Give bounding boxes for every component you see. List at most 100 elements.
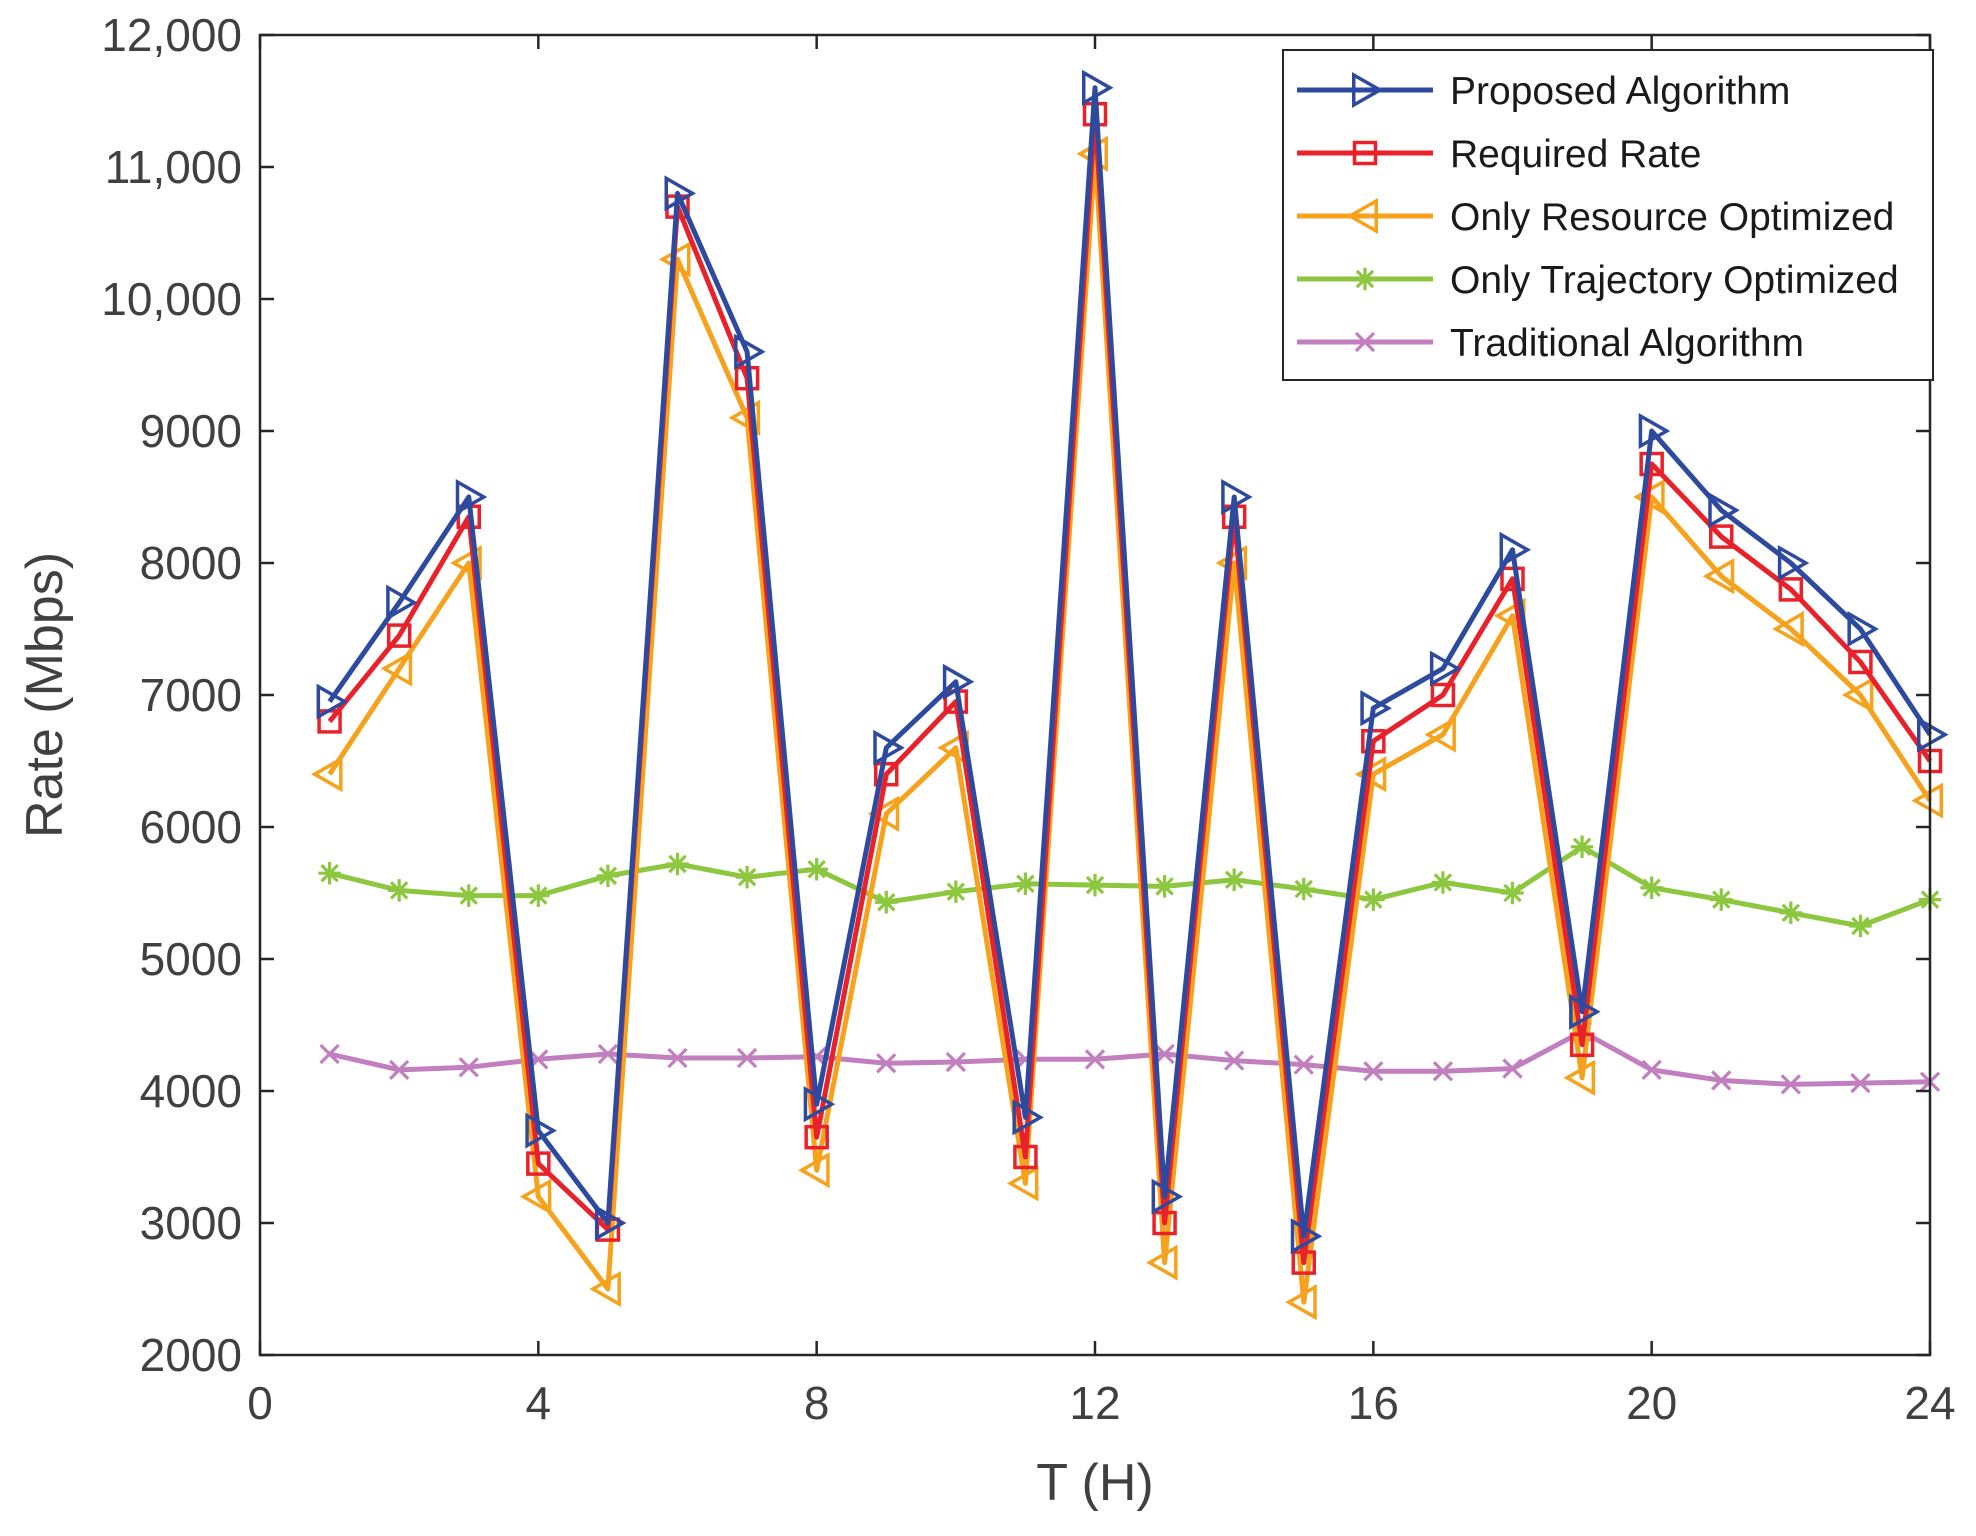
- data-point-proposed-algorithm: [1708, 492, 1740, 529]
- data-point-required-rate: [1013, 1144, 1038, 1170]
- legend-item-proposed-algorithm: Proposed Algorithm: [1297, 70, 1790, 113]
- data-point-proposed-algorithm: [316, 683, 349, 720]
- legend-label-traditional-algorithm: Traditional Algorithm: [1450, 322, 1804, 365]
- data-point-required-rate: [1709, 524, 1734, 549]
- data-point-proposed-algorithm: [873, 729, 905, 766]
- data-point-only-resource-optimized: [867, 795, 900, 832]
- data-point-only-resource-optimized: [589, 1270, 621, 1308]
- legend-item-required-rate: Required Rate: [1297, 133, 1701, 176]
- data-point-proposed-algorithm: [455, 478, 488, 516]
- x-tick-label: 16: [1348, 1377, 1399, 1429]
- data-point-only-trajectory-optimized: [318, 861, 341, 885]
- data-point-proposed-algorithm: [942, 663, 975, 700]
- y-tick-label: 10,000: [101, 273, 242, 325]
- y-tick-label: 9000: [140, 405, 242, 457]
- data-point-traditional-algorithm: [1084, 1049, 1106, 1070]
- data-point-only-resource-optimized: [519, 1178, 552, 1215]
- data-point-only-resource-optimized: [450, 544, 482, 582]
- data-point-only-trajectory-optimized: [1779, 901, 1803, 925]
- series-line-traditional-algorithm: [329, 1029, 1931, 1087]
- data-point-traditional-algorithm: [458, 1057, 479, 1078]
- data-point-only-trajectory-optimized: [1640, 876, 1663, 899]
- data-point-traditional-algorithm: [736, 1047, 758, 1069]
- data-point-only-resource-optimized: [311, 756, 343, 793]
- y-tick-label: 12,000: [101, 9, 242, 61]
- y-tick-label: 11,000: [105, 141, 242, 193]
- data-point-traditional-algorithm: [876, 1053, 897, 1074]
- legend-item-only-resource-optimized: Only Resource Optimized: [1297, 196, 1894, 239]
- data-point-only-resource-optimized: [1702, 558, 1735, 595]
- data-point-traditional-algorithm: [389, 1059, 410, 1081]
- data-point-proposed-algorithm: [1777, 544, 1810, 582]
- data-point-only-trajectory-optimized: [805, 857, 828, 881]
- x-tick-label: 20: [1626, 1377, 1677, 1429]
- legend-marker-only-resource-optimized: [1346, 197, 1378, 235]
- y-tick-label: 2000: [140, 1329, 242, 1381]
- data-point-only-trajectory-optimized: [1362, 888, 1385, 911]
- series-proposed-algorithm: [316, 69, 1949, 1255]
- data-point-only-trajectory-optimized: [1292, 877, 1315, 901]
- data-point-only-trajectory-optimized: [735, 865, 759, 889]
- data-point-only-trajectory-optimized: [1014, 872, 1037, 896]
- data-point-only-trajectory-optimized: [944, 880, 968, 903]
- data-point-required-rate: [1291, 1250, 1316, 1275]
- x-tick-label: 8: [804, 1377, 830, 1429]
- data-point-only-resource-optimized: [1911, 782, 1943, 819]
- data-point-proposed-algorithm: [1847, 610, 1879, 648]
- data-point-only-resource-optimized: [1563, 1059, 1596, 1096]
- y-tick-label: 6000: [140, 801, 242, 853]
- data-point-proposed-algorithm: [594, 1204, 627, 1242]
- data-point-only-resource-optimized: [1841, 676, 1874, 714]
- data-point-required-rate: [526, 1151, 551, 1176]
- data-point-traditional-algorithm: [1154, 1043, 1175, 1065]
- data-point-required-rate: [1569, 1032, 1595, 1058]
- axis-layer: 0 4 8 12 16 20 24 2000 3000 4000 5000 6000 7000 8000 9…: [101, 9, 1955, 1429]
- data-point-required-rate: [1778, 577, 1804, 602]
- data-point-only-trajectory-optimized: [1083, 873, 1107, 897]
- data-point-traditional-algorithm: [597, 1043, 619, 1065]
- data-point-traditional-algorithm: [1432, 1061, 1454, 1082]
- data-point-proposed-algorithm: [1082, 69, 1114, 106]
- data-point-required-rate: [386, 623, 412, 648]
- data-point-traditional-algorithm: [1224, 1050, 1245, 1071]
- x-axis-label: T (H): [1036, 1454, 1153, 1512]
- data-point-only-trajectory-optimized: [1710, 888, 1733, 911]
- data-point-only-trajectory-optimized: [527, 884, 550, 907]
- data-point-proposed-algorithm: [1917, 716, 1949, 753]
- series-layer: [311, 69, 1949, 1321]
- data-point-only-trajectory-optimized: [1431, 871, 1455, 894]
- x-tick-label: 24: [1904, 1377, 1955, 1429]
- data-point-proposed-algorithm: [1151, 1178, 1184, 1215]
- x-tick-label: 4: [526, 1377, 552, 1429]
- data-point-traditional-algorithm: [1502, 1058, 1523, 1079]
- y-tick-label: 5000: [140, 933, 242, 985]
- data-point-only-resource-optimized: [728, 399, 761, 436]
- data-point-only-resource-optimized: [1006, 1165, 1039, 1202]
- data-point-proposed-algorithm: [1012, 1099, 1044, 1136]
- y-axis-label: Rate (Mbps): [16, 552, 74, 838]
- legend-item-only-trajectory-optimized: Only Trajectory Optimized: [1297, 259, 1899, 302]
- data-point-proposed-algorithm: [525, 1112, 557, 1149]
- data-point-only-trajectory-optimized: [457, 884, 480, 907]
- data-point-required-rate: [1639, 451, 1664, 477]
- data-point-proposed-algorithm: [1638, 412, 1671, 450]
- data-point-proposed-algorithm: [386, 584, 418, 621]
- data-point-required-rate: [874, 761, 899, 787]
- data-point-only-trajectory-optimized: [596, 864, 620, 888]
- data-point-only-trajectory-optimized: [1222, 868, 1246, 892]
- x-tick-label: 0: [247, 1377, 273, 1429]
- legend-item-traditional-algorithm: Traditional Algorithm: [1297, 322, 1804, 365]
- data-point-required-rate: [1500, 566, 1525, 592]
- data-point-required-rate: [804, 1124, 829, 1150]
- legend-marker-required-rate: [1352, 140, 1378, 166]
- legend-marker-traditional-algorithm: [1354, 331, 1376, 353]
- data-point-only-resource-optimized: [1146, 1244, 1178, 1281]
- data-point-traditional-algorithm: [667, 1047, 688, 1069]
- data-point-proposed-algorithm: [1499, 531, 1532, 568]
- data-point-proposed-algorithm: [1569, 993, 1601, 1030]
- legend-label-required-rate: Required Rate: [1450, 133, 1701, 176]
- data-point-only-resource-optimized: [1424, 716, 1456, 753]
- data-point-proposed-algorithm: [803, 1086, 836, 1123]
- legend-label-only-resource-optimized: Only Resource Optimized: [1450, 196, 1894, 239]
